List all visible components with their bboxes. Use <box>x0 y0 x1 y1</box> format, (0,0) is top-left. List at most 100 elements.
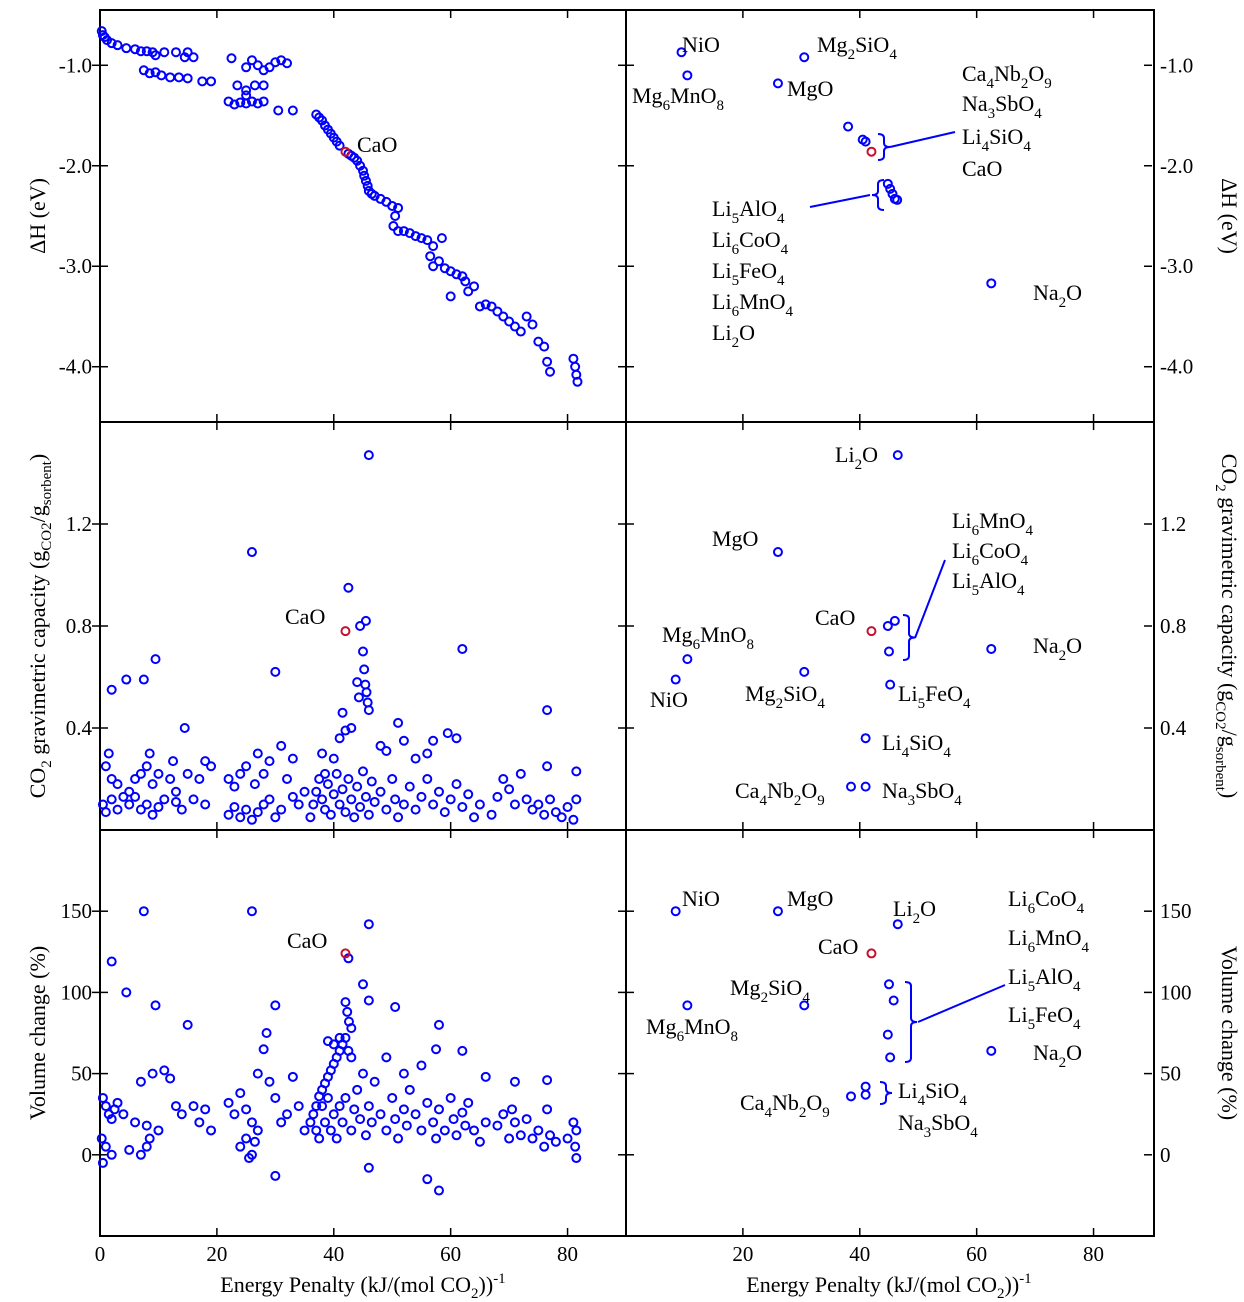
data-point <box>254 1126 262 1134</box>
data-point <box>365 997 373 1005</box>
data-point <box>146 750 154 758</box>
data-point <box>248 816 256 824</box>
data-point <box>406 1086 414 1094</box>
label-cao: CaO <box>818 934 858 959</box>
highlight-point-cao-right <box>867 627 875 635</box>
data-point <box>441 808 449 816</box>
frame-vol-left <box>100 830 626 1236</box>
label-na2o: Na2O <box>1033 280 1082 311</box>
y-tick-label-left: 0.4 <box>66 716 93 740</box>
data-point <box>365 451 373 459</box>
label-li5alo4: Li5AlO4 <box>952 568 1025 599</box>
label-li4sio4: Li4SiO4 <box>898 1078 967 1109</box>
data-point <box>470 813 478 821</box>
data-point <box>569 355 577 363</box>
data-point <box>505 785 513 793</box>
data-point <box>511 801 519 809</box>
data-point <box>394 719 402 727</box>
data-point <box>488 811 496 819</box>
data-point <box>315 1135 323 1143</box>
label-nio: NiO <box>682 32 720 57</box>
data-point <box>429 801 437 809</box>
data-point <box>391 212 399 220</box>
data-point <box>572 1126 580 1134</box>
data-point <box>517 328 525 336</box>
x-tick-label: 20 <box>732 1242 753 1266</box>
point-li6coo4 <box>885 980 893 988</box>
data-point <box>564 1135 572 1143</box>
data-point <box>543 706 551 714</box>
data-point <box>453 1131 461 1139</box>
cao-label-left: CaO <box>285 604 325 629</box>
label-li6mno4: Li6MnO4 <box>712 289 794 320</box>
data-point <box>122 988 130 996</box>
data-point <box>321 1118 329 1126</box>
data-point <box>365 1164 373 1172</box>
data-point <box>523 795 531 803</box>
data-point <box>102 762 110 770</box>
label-li5alo4: Li5AlO4 <box>712 196 785 227</box>
data-point <box>569 816 577 824</box>
point-li5feo4 <box>886 681 894 689</box>
data-point <box>265 795 273 803</box>
data-point <box>251 1138 259 1146</box>
data-point <box>400 1105 408 1113</box>
y-axis-label-cap-left: CO2 gravimetric capacity (gCO2/gsorbent) <box>25 454 55 799</box>
data-point <box>242 91 250 99</box>
y-tick-label-right: 0.8 <box>1160 614 1186 638</box>
data-point <box>131 793 139 801</box>
data-point <box>353 1086 361 1094</box>
frame-cap-left <box>100 422 626 830</box>
data-point <box>306 813 314 821</box>
data-point <box>265 1078 273 1086</box>
data-point <box>306 1118 314 1126</box>
label-ca4nb2o9: Ca4Nb2O9 <box>735 778 825 809</box>
data-point <box>394 1135 402 1143</box>
data-point <box>330 1110 338 1118</box>
data-point <box>236 1143 244 1151</box>
data-point <box>201 1105 209 1113</box>
data-point <box>295 801 303 809</box>
data-point <box>274 106 282 114</box>
data-point <box>423 1175 431 1183</box>
y-tick-label-right: 1.2 <box>1160 512 1186 536</box>
data-point <box>283 775 291 783</box>
data-point <box>160 1066 168 1074</box>
data-point <box>540 1143 548 1151</box>
data-point <box>461 1122 469 1130</box>
data-point <box>458 803 466 811</box>
label-ca4nb2o9: Ca4Nb2O9 <box>962 61 1052 92</box>
y-tick-label-left: 0 <box>82 1143 93 1167</box>
point-mg2sio4 <box>800 668 808 676</box>
y-tick-label-left: 150 <box>61 899 93 923</box>
data-point <box>552 1138 560 1146</box>
brace-na-vol-group <box>880 1082 892 1104</box>
data-point <box>517 770 525 778</box>
data-point <box>318 795 326 803</box>
label-li2o: Li2O <box>835 442 878 473</box>
data-point <box>263 1029 271 1037</box>
data-point <box>169 757 177 765</box>
data-point <box>242 806 250 814</box>
data-point <box>534 1126 542 1134</box>
leader-li-group <box>810 195 870 207</box>
data-point <box>233 81 241 89</box>
data-point <box>403 1122 411 1130</box>
data-point <box>190 53 198 61</box>
data-point <box>152 1001 160 1009</box>
data-point <box>435 1021 443 1029</box>
data-point <box>260 81 268 89</box>
data-point <box>546 368 554 376</box>
point-li4sio4 <box>862 1083 870 1091</box>
data-point <box>336 801 344 809</box>
x-tick-label: 60 <box>966 1242 987 1266</box>
data-point <box>143 1143 151 1151</box>
data-point <box>301 788 309 796</box>
data-point <box>356 1115 364 1123</box>
point-mg6mno8 <box>683 71 691 79</box>
frame-dh-left <box>100 10 626 422</box>
data-point <box>178 806 186 814</box>
data-point <box>190 1102 198 1110</box>
data-point <box>154 803 162 811</box>
